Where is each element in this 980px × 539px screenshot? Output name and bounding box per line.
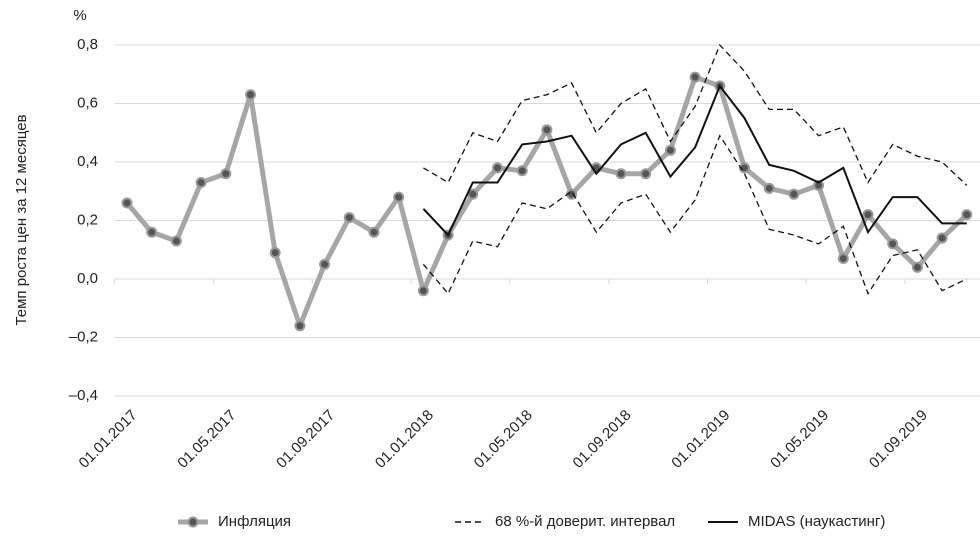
point (813, 179, 825, 191)
point (319, 258, 331, 270)
point (615, 168, 627, 180)
series-line (422, 84, 967, 237)
point (664, 144, 676, 156)
point (195, 176, 207, 188)
y-tick-label: 0,8 (77, 36, 98, 53)
point (170, 235, 182, 247)
band-line (423, 43, 968, 186)
point (541, 124, 553, 136)
x-tick-label: 01.01.2017 (76, 407, 141, 472)
x-tick-label: 01.05.2017 (174, 407, 239, 472)
x-tick-label: 01.01.2018 (372, 407, 437, 472)
y-tick-label: 0,2 (77, 211, 98, 228)
legend-label: MIDAS (наукастинг) (748, 513, 885, 530)
point (121, 197, 133, 209)
point (862, 209, 874, 221)
point (294, 320, 306, 332)
point (269, 247, 281, 259)
point (368, 226, 380, 238)
point (640, 168, 652, 180)
point (417, 285, 429, 297)
x-tick-label: 01.09.2018 (570, 407, 635, 472)
point (393, 191, 405, 203)
legend-marker (187, 516, 199, 528)
point (911, 261, 923, 273)
series-line (125, 74, 969, 329)
legend-item: 68 %-й доверит. интервал (455, 513, 675, 530)
legend-item: MIDAS (наукастинг) (708, 513, 885, 530)
y-tick-label: 0,4 (77, 153, 98, 170)
point (763, 182, 775, 194)
x-tick-label: 01.09.2017 (273, 407, 338, 472)
y-tick-label: –0,2 (69, 328, 98, 345)
x-tick-label: 01.01.2019 (668, 407, 733, 472)
point (837, 253, 849, 265)
x-tick-label: 01.09.2019 (866, 407, 931, 472)
unit-label: % (73, 7, 86, 24)
point (788, 188, 800, 200)
legend-label: Инфляция (218, 513, 291, 530)
point (343, 212, 355, 224)
y-tick-label: –0,4 (69, 387, 98, 404)
point (146, 226, 158, 238)
point (936, 232, 948, 244)
y-tick-label: 0,0 (77, 270, 98, 287)
point (516, 165, 528, 177)
point (220, 168, 232, 180)
point (961, 209, 973, 221)
point (492, 162, 503, 174)
legend-label: 68 %-й доверит. интервал (495, 513, 675, 530)
point (887, 238, 899, 250)
band-line (422, 134, 968, 296)
x-tick-label: 01.05.2019 (767, 407, 832, 472)
legend-item: Инфляция (178, 513, 291, 530)
y-axis-label: Темп роста цен за 12 месяцев (13, 114, 30, 325)
point (689, 71, 701, 83)
y-tick-label: 0,6 (77, 94, 98, 111)
x-tick-label: 01.05.2018 (471, 407, 536, 472)
point (245, 89, 256, 101)
